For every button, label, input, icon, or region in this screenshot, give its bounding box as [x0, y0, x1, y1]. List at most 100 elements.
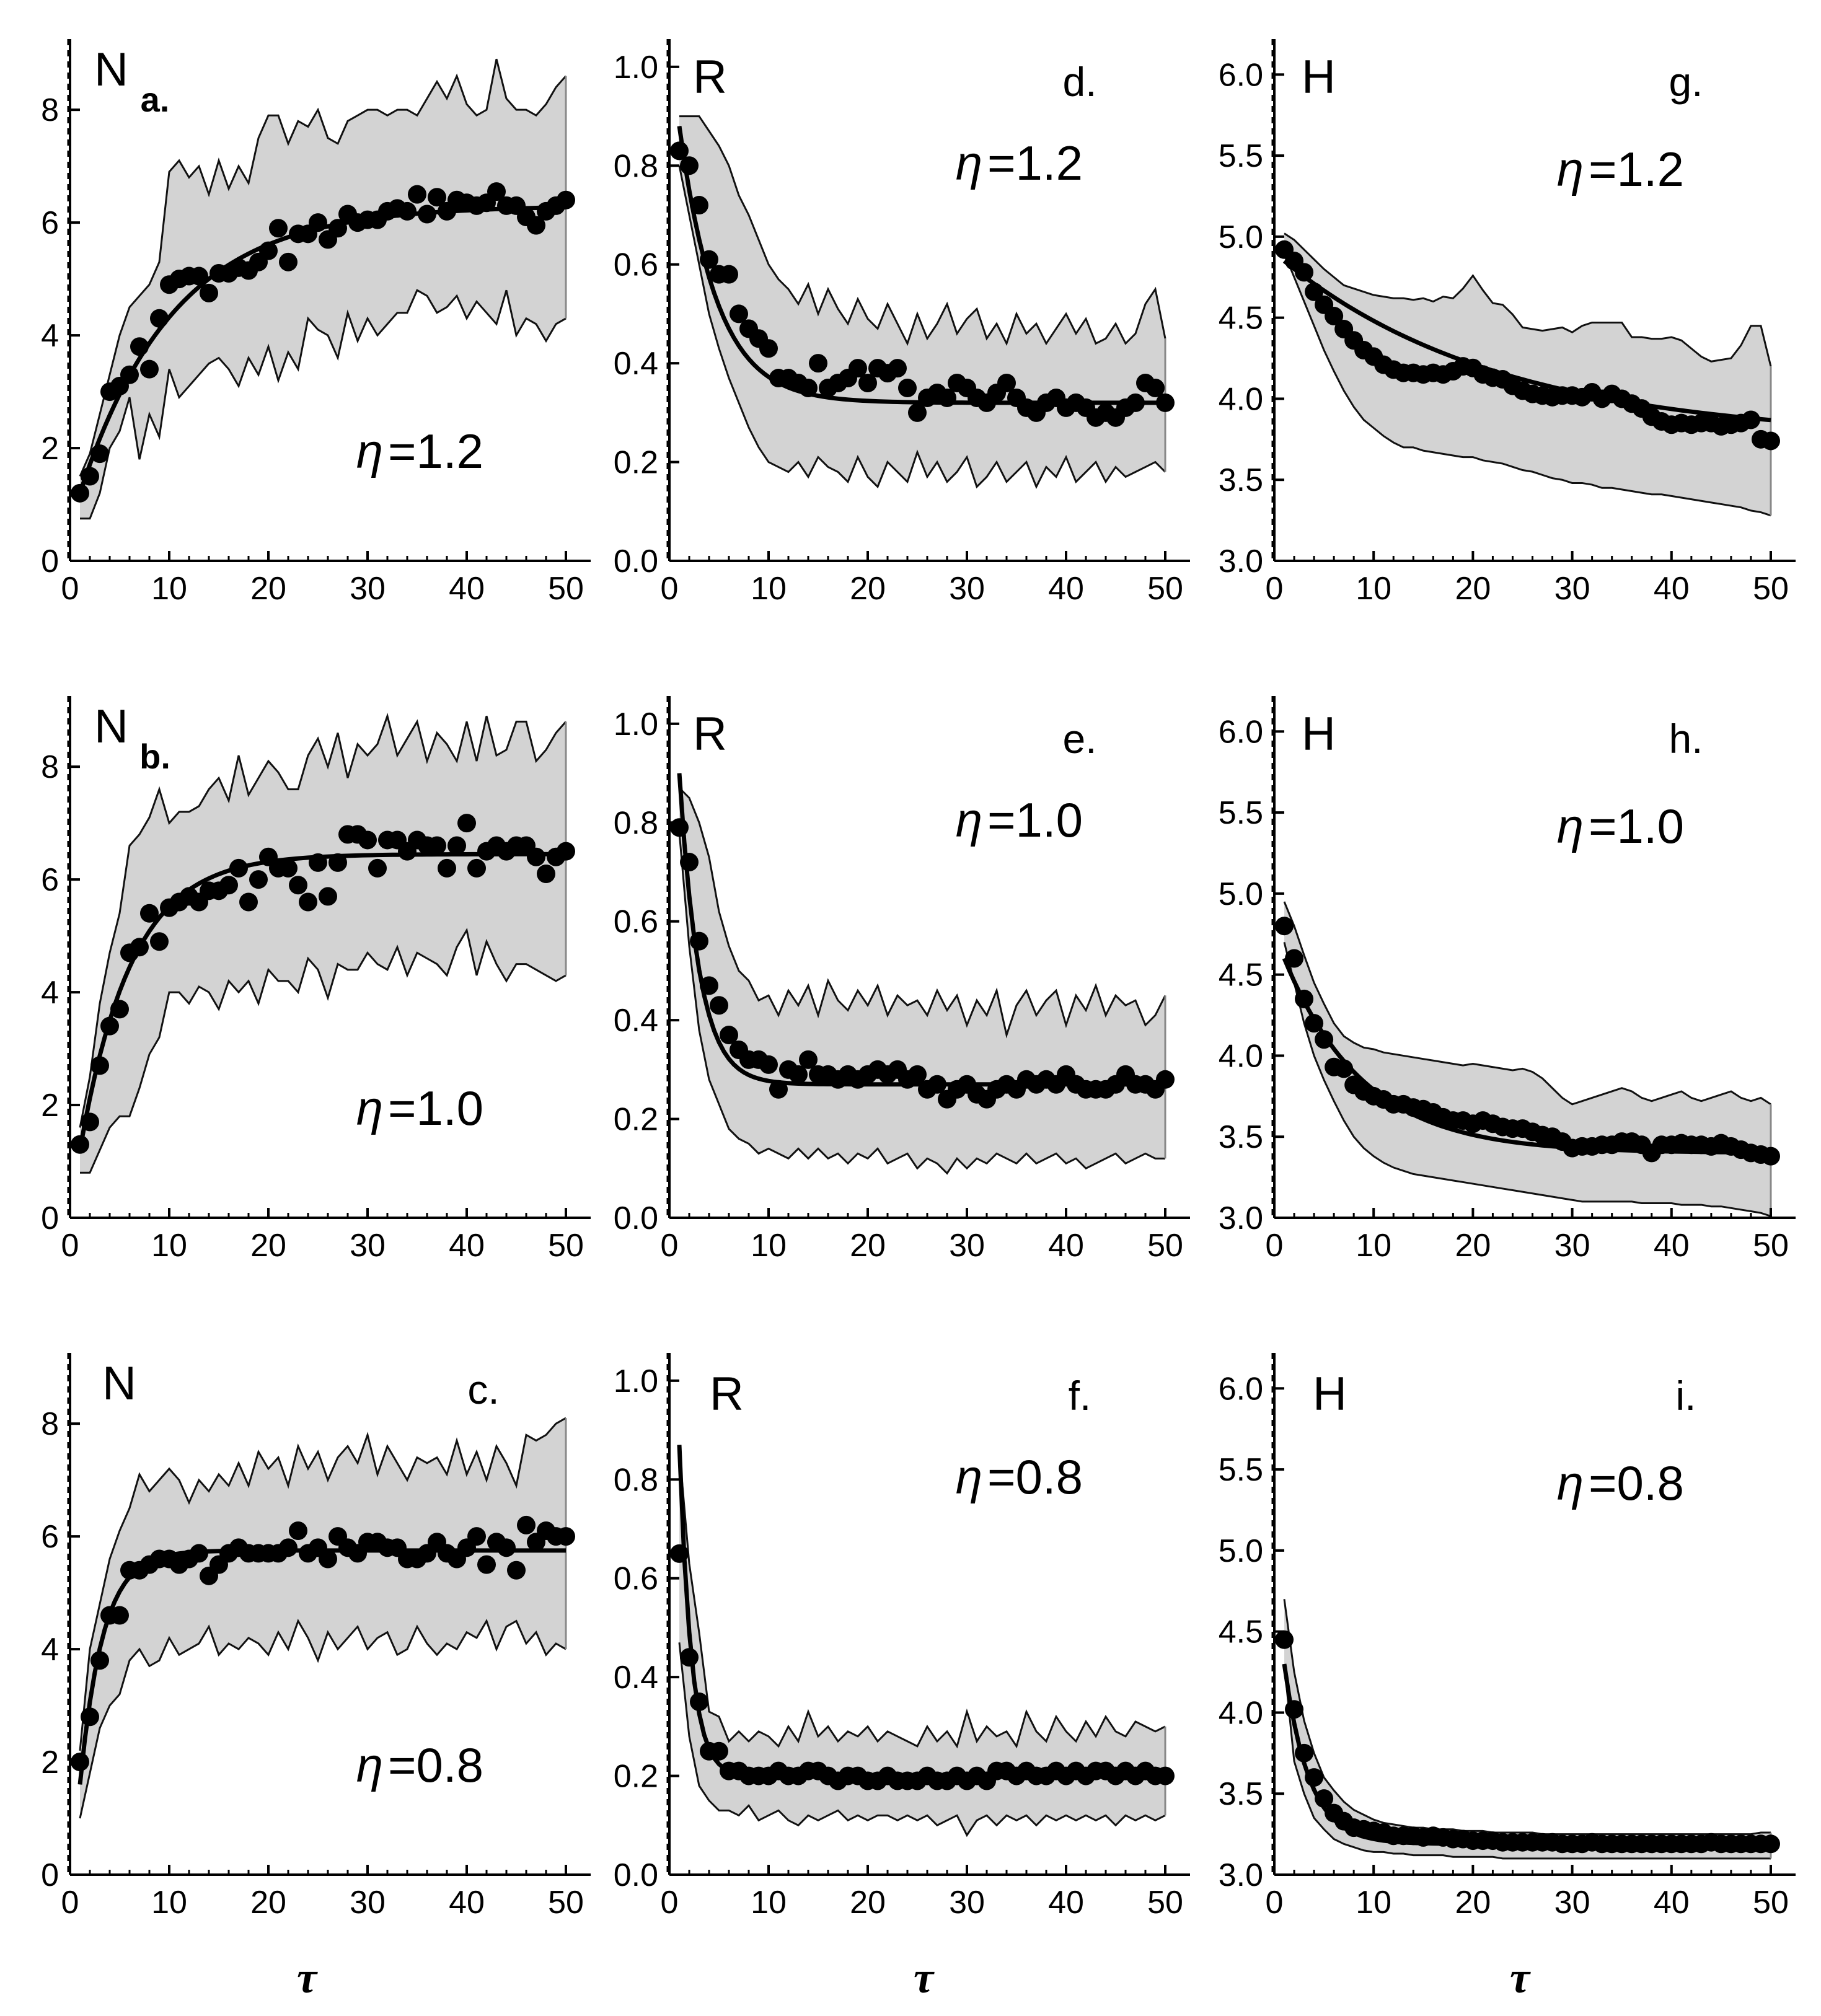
- band-upper-line: [1283, 1599, 1771, 1836]
- data-point: [120, 365, 139, 384]
- confidence-band: [1284, 901, 1771, 1217]
- data-point: [299, 892, 317, 912]
- data-point: [849, 359, 867, 378]
- y-tick-label: 3.5: [1219, 462, 1263, 498]
- y-tick-label: 0.4: [614, 1660, 658, 1696]
- data-point: [908, 403, 927, 422]
- panel-letter: c.: [467, 1367, 499, 1412]
- data-point: [328, 853, 347, 872]
- eta-symbol: η: [1557, 142, 1584, 196]
- mean-points: [1275, 240, 1780, 451]
- mean-points: [71, 182, 575, 503]
- eta-symbol: η: [1557, 1456, 1584, 1510]
- x-tick-label: 10: [751, 1228, 787, 1264]
- band-lower-line: [1283, 941, 1771, 1217]
- data-point: [418, 205, 436, 224]
- y-tick-label: 2: [41, 1745, 59, 1781]
- x-tick-label: 50: [548, 1885, 584, 1921]
- confidence-band: [80, 59, 566, 519]
- y-tick-label: 1.0: [614, 1363, 658, 1399]
- data-point: [249, 870, 268, 889]
- y-axis-label: N: [102, 1357, 136, 1410]
- y-tick-label: 1.0: [614, 50, 658, 86]
- panel-letter: f.: [1069, 1373, 1091, 1419]
- y-axis-label: N: [94, 43, 128, 96]
- data-point: [908, 1065, 927, 1084]
- data-point: [130, 337, 149, 356]
- y-tick-label: 4: [41, 1632, 59, 1668]
- data-point: [110, 1000, 129, 1019]
- data-point: [769, 1080, 788, 1099]
- data-point: [670, 141, 689, 161]
- y-tick-label: 8: [41, 92, 59, 128]
- x-tick-label: 0: [661, 1885, 679, 1921]
- x-tick-label: 30: [949, 571, 985, 607]
- x-tick-label: 20: [1455, 1228, 1491, 1264]
- data-point: [457, 814, 476, 833]
- y-tick-label: 5.5: [1219, 1452, 1263, 1488]
- y-tick-label: 8: [41, 1406, 59, 1442]
- data-point: [1305, 1768, 1324, 1787]
- y-axis-label: H: [1302, 51, 1336, 103]
- y-tick-label: 3.5: [1219, 1776, 1263, 1812]
- data-point: [259, 241, 278, 260]
- eta-value: =0.8: [388, 1738, 483, 1792]
- x-axis-label: τ: [1510, 1953, 1531, 2002]
- x-tick-label: 0: [61, 1228, 79, 1264]
- data-point: [90, 1056, 109, 1075]
- y-tick-label: 0: [41, 544, 59, 579]
- x-tick-label: 40: [1654, 571, 1690, 607]
- eta-annotation: η =0.8: [356, 1738, 483, 1792]
- x-tick-label: 40: [449, 1228, 485, 1264]
- data-point: [408, 185, 426, 204]
- x-tick-label: 10: [751, 1885, 787, 1921]
- eta-symbol: η: [356, 424, 383, 478]
- data-point: [71, 1135, 89, 1154]
- data-point: [1275, 1630, 1294, 1649]
- y-axis-label: N: [94, 700, 128, 753]
- x-tick-label: 0: [1266, 1885, 1284, 1921]
- data-point: [537, 865, 555, 884]
- data-point: [1315, 1789, 1334, 1808]
- eta-annotation: η =0.8: [956, 1450, 1083, 1504]
- eta-value: =1.0: [987, 793, 1083, 847]
- data-point: [1325, 307, 1344, 326]
- eta-annotation: η =1.2: [1557, 142, 1684, 196]
- x-tick-label: 20: [1455, 1885, 1491, 1921]
- y-tick-label: 0.2: [614, 445, 658, 481]
- band-lower-line: [678, 832, 1165, 1175]
- data-point: [670, 1544, 689, 1563]
- data-point: [1295, 1743, 1314, 1763]
- data-point: [130, 938, 149, 957]
- x-tick-label: 10: [1356, 1228, 1391, 1264]
- data-point: [190, 266, 208, 286]
- y-axis-label: R: [693, 708, 727, 760]
- band-upper-line: [679, 115, 1166, 346]
- y-tick-label: 4.5: [1219, 301, 1263, 337]
- data-point: [1305, 282, 1324, 301]
- x-tick-label: 30: [350, 1885, 386, 1921]
- x-tick-label: 30: [949, 1228, 985, 1264]
- data-point: [309, 853, 327, 872]
- y-tick-label: 0.6: [614, 247, 658, 283]
- fit-curve: [677, 1445, 1165, 1779]
- data-point: [928, 1075, 946, 1094]
- mean-points: [71, 814, 575, 1154]
- y-axis-label: R: [710, 1368, 744, 1420]
- data-point: [438, 858, 456, 878]
- data-point: [239, 892, 258, 912]
- mean-points: [670, 1544, 1175, 1790]
- x-tick-label: 20: [850, 1885, 886, 1921]
- data-point: [557, 842, 575, 861]
- data-point: [487, 182, 506, 201]
- data-point: [680, 156, 699, 175]
- data-point: [140, 359, 159, 379]
- mean-points: [1275, 917, 1780, 1166]
- y-tick-label: 5.0: [1219, 219, 1263, 255]
- x-tick-label: 0: [661, 571, 679, 607]
- data-point: [140, 904, 159, 923]
- confidence-band: [80, 1418, 566, 1819]
